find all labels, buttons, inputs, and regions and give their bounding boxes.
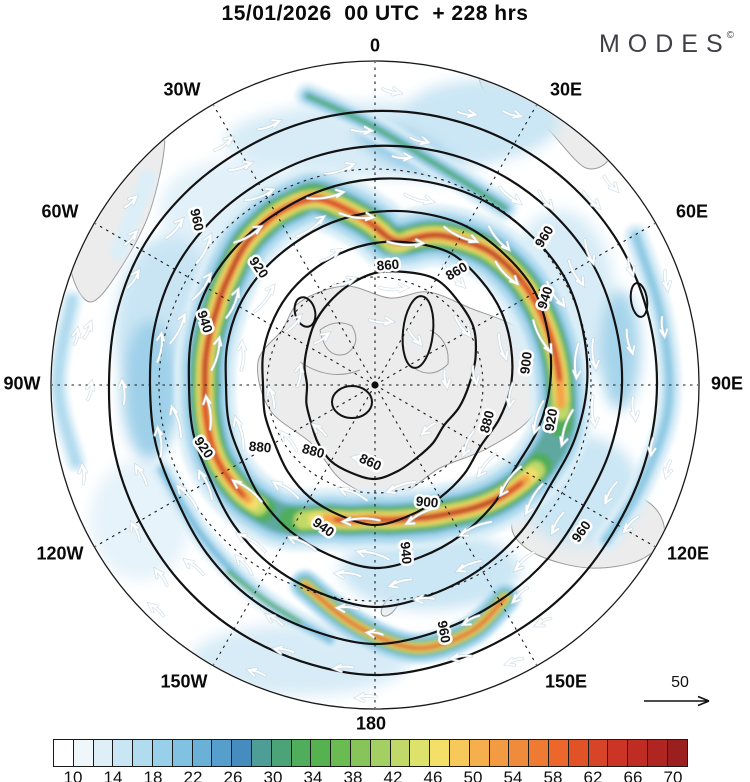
colorbar-cell (291, 740, 312, 766)
rim-label-60W: 60W (41, 201, 79, 222)
colorbar-cell (628, 740, 648, 766)
rim-label-60E: 60E (675, 201, 709, 222)
colorbar-tick: 70 (663, 768, 683, 782)
colorbar-tick: 14 (103, 768, 123, 782)
colorbar-tick: 10 (63, 768, 83, 782)
contour-label: 940 (397, 541, 414, 565)
colorbar-cell (608, 740, 629, 766)
rim-label-30E: 30E (549, 79, 583, 100)
colorbar-tick: 30 (263, 768, 283, 782)
colorbar-cell (548, 740, 569, 766)
colorbar-cell (469, 740, 490, 766)
colorbar-cell (449, 740, 470, 766)
colorbar-cell (667, 740, 687, 766)
contour-label: 860 (376, 257, 400, 274)
colorbar-cell (251, 740, 272, 766)
colorbar-cell (568, 740, 589, 766)
colorbar-cell (509, 740, 530, 766)
colorbar-tick: 38 (343, 768, 363, 782)
colorbar-cell (93, 740, 114, 766)
colorbar-tick: 42 (383, 768, 403, 782)
colorbar-cell (152, 740, 173, 766)
colorbar-tick: 54 (503, 768, 523, 782)
rim-label-30W: 30W (163, 79, 201, 100)
colorbar-tick: 18 (143, 768, 163, 782)
colorbar-cell (489, 740, 510, 766)
contour-label: 880 (248, 439, 272, 456)
rim-label-180: 180 (355, 713, 387, 734)
rim-label-120E: 120E (666, 543, 710, 564)
contour-label: 960 (435, 619, 454, 644)
colorbar-cell (311, 740, 332, 766)
rim-label-90E: 90E (710, 373, 744, 394)
contour-label: 900 (415, 494, 439, 511)
colorbar-tick: 50 (463, 768, 483, 782)
colorbar-cell (410, 740, 431, 766)
colorbar-cell (212, 740, 233, 766)
rim-label-90W: 90W (3, 373, 41, 394)
wind-speed-colorbar (53, 739, 688, 767)
colorbar-cell (232, 740, 252, 766)
colorbar-tick: 66 (623, 768, 643, 782)
colorbar-cell (529, 740, 549, 766)
copyright-icon: © (726, 30, 734, 41)
reference-arrow-icon (644, 695, 710, 707)
contour-label: 920 (542, 407, 561, 432)
colorbar-tick: 58 (543, 768, 563, 782)
vector-scale: 50 (641, 674, 719, 713)
colorbar-cell (192, 740, 213, 766)
vector-scale-value: 50 (671, 674, 689, 691)
colorbar-cell (172, 740, 193, 766)
colorbar-cell (350, 740, 371, 766)
modes-logo: MODES© (598, 30, 734, 58)
colorbar-tick: 34 (303, 768, 323, 782)
colorbar-cell (370, 740, 391, 766)
colorbar-cell (133, 740, 153, 766)
rim-label-0: 0 (369, 35, 381, 56)
colorbar-cell (390, 740, 411, 766)
colorbar-cell (113, 740, 134, 766)
colorbar-cell (647, 740, 668, 766)
colorbar-cell (430, 740, 450, 766)
colorbar-tick: 46 (423, 768, 443, 782)
colorbar-tick: 62 (583, 768, 603, 782)
page-title: 15/01/2026 00 UTC + 228 hrs (221, 2, 529, 25)
colorbar-cell (73, 740, 94, 766)
rim-label-150E: 150E (544, 671, 588, 692)
rim-label-120W: 120W (36, 543, 84, 564)
colorbar-cell (54, 740, 74, 766)
colorbar-tick: 22 (183, 768, 203, 782)
colorbar-cell (331, 740, 351, 766)
rim-label-150W: 150W (160, 671, 208, 692)
colorbar-cell (271, 740, 292, 766)
colorbar-cell (588, 740, 609, 766)
contour-label: 900 (517, 351, 535, 375)
colorbar-tick: 26 (223, 768, 243, 782)
